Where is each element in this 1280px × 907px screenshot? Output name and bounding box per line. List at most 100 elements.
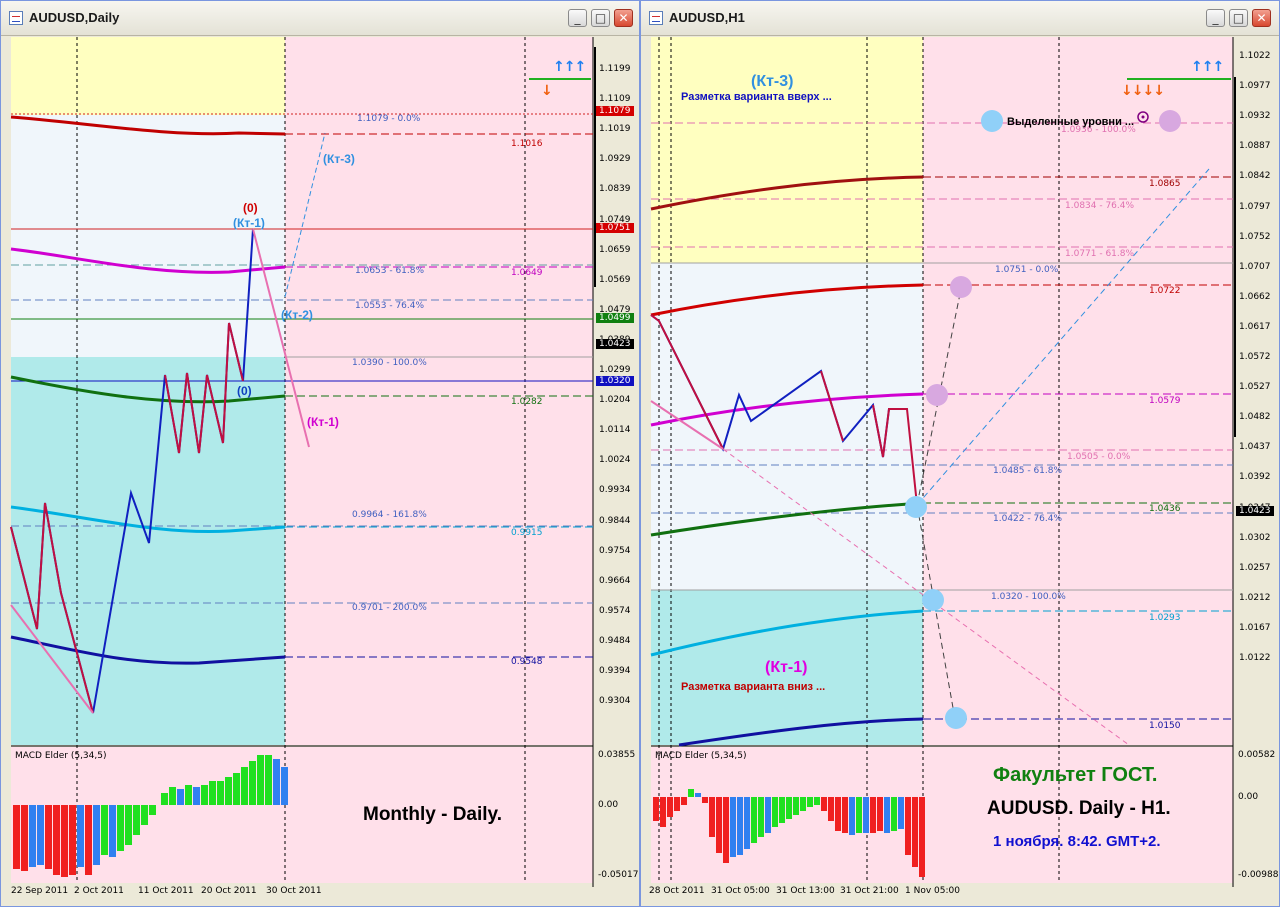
price-scale-label: 0.9844 [599,515,631,526]
price-scale-label: 1.0114 [599,425,631,436]
date-label: 31 Oct 05:00 [711,886,770,896]
price-scale-label: 0.9574 [599,605,631,616]
left-caption: Monthly - Daily. [363,804,502,825]
macd-scale-label: 0.00582 [1238,750,1276,760]
target-icon [1137,111,1149,123]
price-scale-label: 1.0707 [1239,261,1271,272]
price-scale-label: 1.1109 [599,94,631,105]
up-arrows-icon: ↑↑↑ [1191,59,1224,75]
down-variant-label: Разметка варианта вниз ... [681,681,826,693]
fib-level-label: 1.0320 - 100.0% [991,592,1066,602]
right-macd-histogram [653,789,925,877]
minimize-button[interactable]: _ [568,9,587,27]
price-scale-label: 1.0437 [1239,442,1271,453]
fib-level-label: 1.0505 - 0.0% [1067,452,1131,462]
highlighted-levels-label: Выделенные уровни ... [1007,116,1135,128]
price-scale-label: 0.9754 [599,545,631,556]
macd-scale-label: 0.00 [1238,792,1259,802]
date-label: 28 Oct 2011 [649,886,705,896]
level-marker [922,589,944,611]
left-chart-canvas[interactable] [9,37,633,903]
ma-value-label: 1.0282 [511,397,543,407]
fib-level-label: 1.0653 - 61.8% [355,266,425,276]
wave-annotation: (0) [237,384,252,398]
price-scale-label: 1.0932 [1239,111,1271,122]
price-scale-label: 1.0482 [1239,412,1271,423]
maximize-button[interactable]: □ [591,9,610,27]
fib-level-label: 1.0936 - 100.0% [1061,125,1136,135]
ma-value-label: 0.9915 [511,528,543,538]
fib-level-label: 1.0553 - 76.4% [355,301,425,311]
right-window-title: AUDUSD,H1 [669,10,745,25]
down-variant-kt-label: (Кт-1) [765,659,808,676]
close-button[interactable]: ✕ [614,9,633,27]
ma-value-label: 1.0722 [1149,286,1181,296]
fib-level-label: 0.9964 - 161.8% [352,510,427,520]
ma-value-label: 1.0865 [1149,179,1181,189]
fib-level-label: 1.0390 - 100.0% [352,358,427,368]
price-scale-label: 1.0479 [599,304,631,315]
price-scale-label: 1.0662 [1239,291,1271,302]
price-scale-label: 1.0752 [1239,231,1271,242]
right-macd-label: MACD Elder (5,34,5) [655,751,747,761]
maximize-button[interactable]: □ [1229,9,1248,27]
left-macd-histogram [13,755,288,877]
price-scale-label: 1.0122 [1239,653,1271,663]
minimize-button[interactable]: _ [1206,9,1225,27]
level-marker [981,110,1003,132]
date-label: 30 Oct 2011 [266,886,322,896]
left-chart-window[interactable]: AUDUSD,Daily _ □ ✕ [0,0,640,907]
price-scale-label: 1.0212 [1239,592,1271,603]
price-scale-label: 1.0572 [1239,352,1271,362]
wave-annotation: (Кт-1) [307,415,339,429]
date-label: 22 Sep 2011 [11,886,69,896]
ma-value-label: 0.9548 [511,657,543,667]
price-scale-label: 0.9484 [599,635,631,646]
price-scale-label: 0.9304 [599,696,631,707]
price-tag: 1.1079 [596,106,634,116]
fib-level-label: 1.0834 - 76.4% [1065,201,1135,211]
price-scale-label: 1.0167 [1239,622,1271,633]
date-label: 11 Oct 2011 [138,886,194,896]
fib-level-label: 1.0751 - 0.0% [995,265,1059,275]
wave-annotation: (Кт-3) [323,152,355,166]
price-scale-label: 1.0659 [599,244,631,255]
level-marker [926,384,948,406]
level-marker [950,276,972,298]
right-title-bar[interactable]: AUDUSD,H1 _ □ ✕ [641,1,1279,36]
price-scale-label: 1.0527 [1239,382,1271,393]
fib-level-label: 1.1079 - 0.0% [357,114,421,124]
price-tag: 1.0320 [596,376,634,386]
fib-level-label: 0.9701 - 200.0% [352,603,427,613]
price-scale-label: 1.0749 [599,214,631,225]
ma-value-label: 1.0436 [1149,504,1181,514]
chart-window-icon [649,11,663,25]
right-chart-window[interactable]: AUDUSD,H1 _ □ ✕ [640,0,1280,907]
price-scale-label: 1.0302 [1239,532,1271,543]
date-label: 31 Oct 13:00 [776,886,835,896]
caption-date: 1 ноября. 8:42. GMT+2. [993,833,1161,850]
up-variant-label: Разметка варианта вверх ... [681,91,832,103]
chart-window-icon [9,11,23,25]
left-title-bar[interactable]: AUDUSD,Daily _ □ ✕ [1,1,639,36]
wave-annotation: (0) [243,201,258,215]
ma-value-label: 1.0293 [1149,613,1181,623]
price-scale-label: 1.1019 [599,124,631,135]
price-scale-label: 1.0569 [599,274,631,285]
left-window-title: AUDUSD,Daily [29,10,120,25]
wave-annotation: (Кт-2) [281,308,313,322]
ma-value-label: 1.0150 [1149,721,1181,731]
ma-value-label: 1.0579 [1149,396,1181,406]
right-chart-canvas[interactable] [649,37,1279,903]
price-scale-label: 1.0797 [1239,201,1271,212]
close-button[interactable]: ✕ [1252,9,1271,27]
price-scale-label: 1.0842 [1239,171,1271,182]
price-scale-label: 1.0617 [1239,321,1271,332]
wave-annotation: (Кт-1) [233,216,265,230]
price-scale-label: 1.0977 [1239,81,1271,92]
price-tag: 1.0751 [596,223,634,233]
price-scale-label: 1.1022 [1239,51,1271,61]
price-tag: 1.0423 [1236,506,1274,516]
date-label: 31 Oct 21:00 [840,886,899,896]
fib-level-label: 1.0771 - 61.8% [1065,249,1135,259]
